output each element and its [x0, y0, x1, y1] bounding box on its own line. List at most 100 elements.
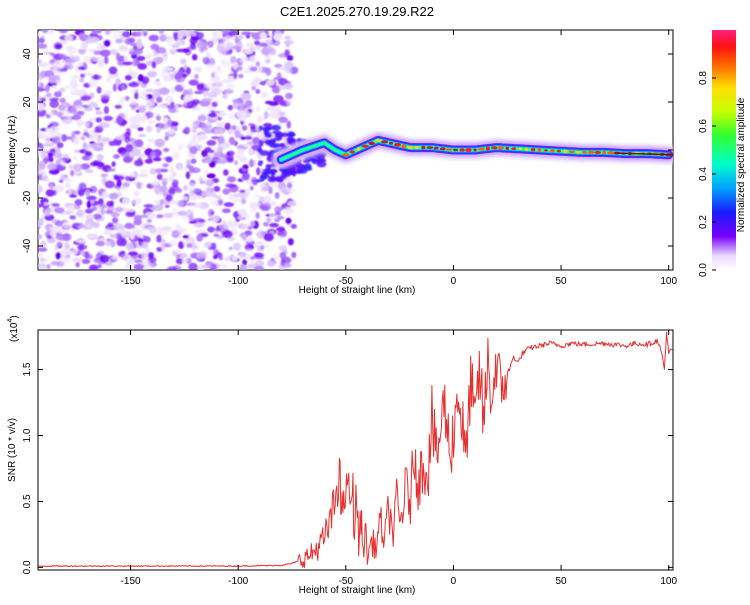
noise-blob	[242, 259, 248, 266]
noise-blob	[131, 71, 138, 77]
noise-blob	[49, 125, 57, 134]
noise-blob	[90, 56, 96, 63]
noise-blob	[278, 245, 288, 251]
noise-blob	[249, 159, 254, 168]
noise-blob	[252, 181, 258, 186]
noise-blob	[265, 139, 271, 146]
noise-blob	[210, 200, 217, 207]
noise-blob	[186, 100, 198, 109]
noise-blob	[196, 83, 205, 90]
noise-blob	[188, 214, 194, 222]
noise-blob	[259, 42, 269, 48]
noise-blob	[274, 133, 283, 139]
noise-blob	[269, 222, 279, 228]
noise-blob	[184, 126, 191, 135]
noise-blob	[183, 94, 194, 103]
noise-blob	[218, 113, 223, 118]
noise-blob	[103, 229, 112, 234]
noise-blob	[86, 144, 91, 150]
noise-blob	[272, 143, 282, 148]
noise-blob	[261, 126, 272, 132]
noise-blob	[207, 208, 215, 217]
noise-blob	[249, 66, 258, 72]
noise-blob	[175, 249, 182, 255]
noise-blob	[259, 32, 267, 40]
noise-blob	[255, 46, 261, 52]
noise-blob	[265, 67, 272, 76]
noise-blob	[134, 259, 143, 263]
noise-blob	[51, 84, 57, 90]
noise-blob	[67, 45, 73, 52]
noise-blob	[149, 151, 156, 159]
noise-blob	[106, 201, 114, 207]
noise-blob	[122, 182, 130, 188]
noise-blob	[125, 143, 134, 153]
noise-blob	[53, 91, 62, 98]
noise-blob	[231, 198, 242, 203]
noise-blob	[133, 159, 144, 167]
noise-blob	[283, 207, 294, 215]
noise-blob	[155, 168, 163, 174]
noise-blob	[113, 154, 120, 159]
noise-blob	[191, 133, 197, 141]
ridge-hotspot	[361, 144, 369, 148]
y-tick-label: -40	[22, 238, 33, 253]
noise-blob	[264, 100, 274, 105]
noise-blob	[64, 243, 70, 250]
noise-blob	[285, 42, 290, 48]
noise-blob	[115, 52, 121, 58]
noise-blob	[177, 30, 188, 38]
noise-blob	[203, 82, 215, 89]
noise-blob	[59, 87, 66, 93]
noise-blob	[227, 104, 233, 111]
noise-blob	[263, 233, 274, 242]
noise-blob	[282, 263, 292, 268]
noise-blob	[61, 134, 67, 142]
noise-blob	[129, 42, 137, 46]
figure-title: C2E1.2025.270.19.29.R22	[280, 4, 434, 19]
noise-blob	[274, 211, 281, 217]
noise-blob	[96, 43, 103, 50]
noise-blob	[257, 147, 263, 153]
ridge-hotspot	[530, 147, 536, 152]
noise-blob	[290, 223, 297, 229]
noise-blob	[245, 188, 251, 196]
noise-blob	[133, 219, 142, 226]
noise-blob	[165, 156, 173, 163]
noise-blob	[211, 101, 218, 108]
ridge-hotspot	[497, 146, 504, 150]
noise-blob	[182, 48, 190, 53]
noise-blob	[261, 47, 270, 56]
noise-blob	[49, 52, 55, 57]
noise-blob	[44, 84, 50, 93]
noise-blob	[103, 39, 111, 47]
noise-blob	[109, 239, 116, 246]
noise-blob	[169, 165, 174, 174]
noise-blob	[115, 78, 121, 87]
noise-blob	[69, 215, 76, 220]
noise-blob	[162, 163, 169, 168]
noise-blob	[261, 202, 272, 211]
noise-blob	[56, 142, 64, 149]
noise-blob	[256, 167, 261, 176]
noise-blob	[245, 235, 254, 243]
noise-blob	[78, 182, 87, 190]
noise-blob	[269, 181, 280, 188]
noise-blob	[201, 97, 213, 103]
noise-blob	[269, 110, 279, 118]
noise-blob	[120, 253, 129, 261]
noise-blob	[67, 205, 75, 214]
noise-blob	[123, 156, 133, 163]
noise-blob	[116, 179, 122, 188]
noise-blob	[255, 61, 261, 67]
noise-blob	[128, 116, 138, 125]
ridge-hotspot	[407, 145, 414, 150]
noise-blob	[194, 73, 199, 80]
noise-blob	[49, 59, 55, 64]
noise-blob	[38, 163, 46, 171]
noise-blob	[287, 238, 294, 246]
noise-blob	[125, 95, 130, 101]
noise-blob	[165, 194, 173, 202]
noise-blob	[49, 225, 61, 233]
noise-blob	[224, 256, 232, 262]
